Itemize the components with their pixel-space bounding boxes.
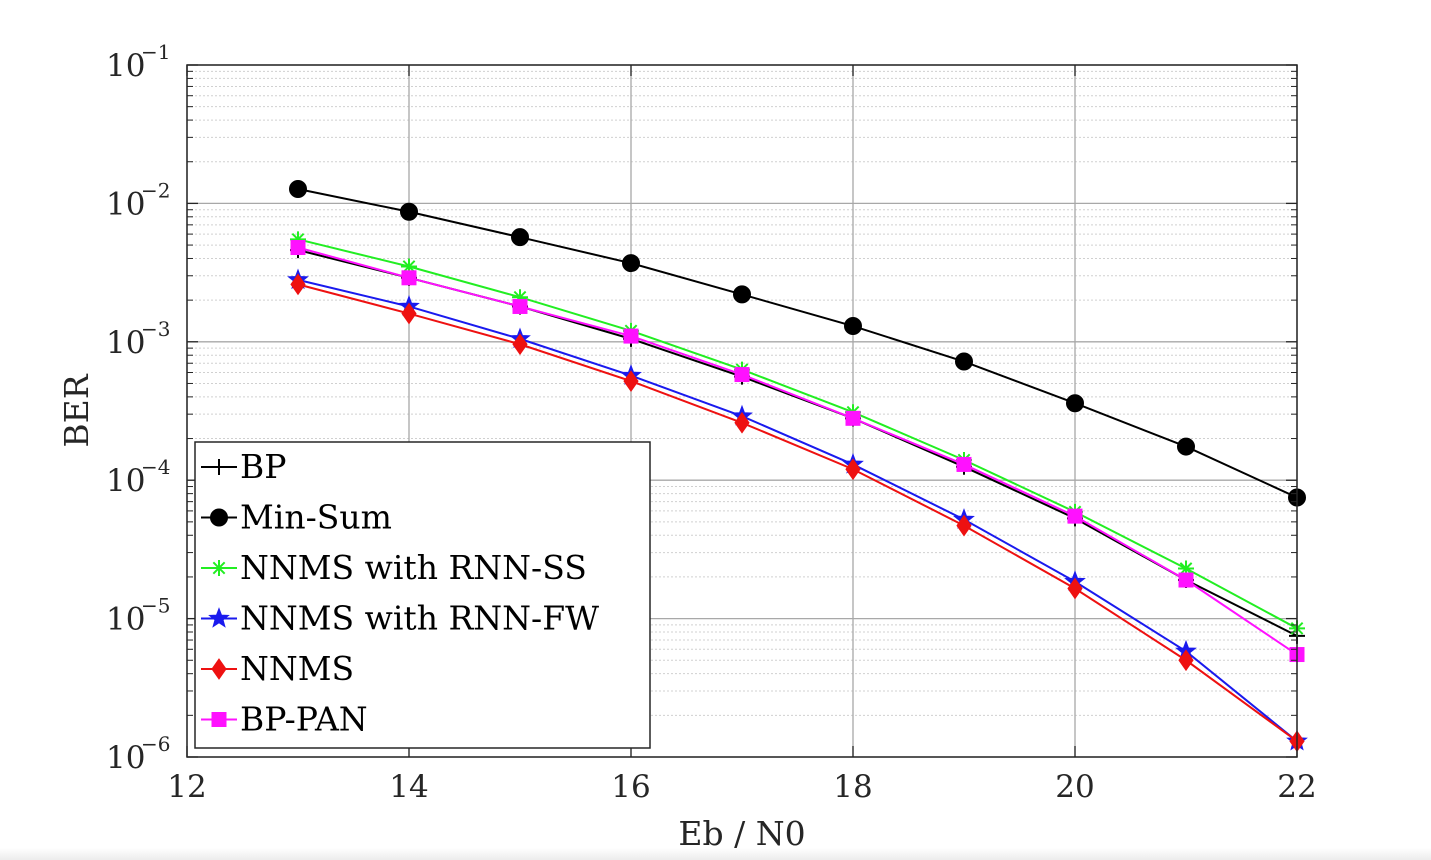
y-tick-exponent: −4 bbox=[141, 455, 170, 479]
data-point-bp-pan bbox=[845, 410, 861, 426]
series-nnms bbox=[290, 273, 1305, 753]
legend-marker-nnms-with-rnn-ss bbox=[211, 560, 227, 576]
data-point-nnms bbox=[290, 273, 306, 296]
y-tick-label: 10 bbox=[106, 740, 145, 776]
x-tick-label: 12 bbox=[167, 769, 206, 805]
x-tick-label: 18 bbox=[833, 769, 872, 805]
data-point-min-sum bbox=[400, 202, 418, 221]
series-line-min-sum bbox=[297, 188, 1298, 499]
data-point-min-sum bbox=[289, 180, 307, 199]
x-tick-label: 22 bbox=[1277, 769, 1316, 805]
data-point-nnms-with-rnn-ss bbox=[401, 258, 417, 275]
data-point-nnms bbox=[1178, 649, 1194, 672]
legend-label-nnms: NNMS bbox=[240, 649, 354, 688]
data-point-nnms bbox=[734, 411, 750, 434]
legend-marker-min-sum bbox=[210, 508, 228, 527]
y-tick-label: 10 bbox=[106, 463, 145, 499]
data-point-min-sum bbox=[844, 317, 862, 336]
y-tick-label: 10 bbox=[106, 602, 145, 638]
legend-label-bp: BP bbox=[240, 447, 286, 486]
data-point-nnms bbox=[401, 302, 417, 325]
data-point-nnms bbox=[1067, 577, 1083, 600]
x-tick-label: 20 bbox=[1055, 769, 1094, 805]
legend-marker-nnms bbox=[211, 658, 227, 680]
data-point-bp-pan bbox=[1178, 572, 1194, 588]
data-point-min-sum bbox=[1066, 394, 1084, 413]
x-tick-label: 14 bbox=[389, 769, 428, 805]
y-tick-label: 10 bbox=[106, 48, 145, 84]
data-point-nnms-with-rnn-ss bbox=[290, 231, 306, 248]
series-line-nnms bbox=[297, 283, 1298, 743]
data-point-nnms bbox=[845, 458, 861, 481]
bottom-shade bbox=[0, 848, 1431, 860]
y-tick-label: 10 bbox=[106, 325, 145, 361]
minor-grid bbox=[187, 70, 1297, 716]
data-point-min-sum bbox=[955, 352, 973, 371]
series-min-sum bbox=[289, 180, 1306, 507]
plot-frame bbox=[186, 64, 1298, 758]
legend-label-nnms-with-rnn-ss: NNMS with RNN-SS bbox=[240, 548, 587, 587]
data-point-nnms bbox=[623, 370, 639, 392]
data-point-bp-pan bbox=[512, 298, 528, 314]
legend-label-min-sum: Min-Sum bbox=[240, 498, 392, 537]
x-axis-label: Eb / N0 bbox=[678, 814, 805, 853]
data-point-nnms-with-rnn-ss bbox=[1178, 560, 1194, 577]
data-point-bp-pan bbox=[623, 328, 639, 344]
ticks-layer bbox=[186, 64, 1298, 758]
data-point-nnms bbox=[512, 333, 528, 356]
legend-label-nnms-with-rnn-fw: NNMS with RNN-FW bbox=[240, 599, 599, 638]
data-point-nnms bbox=[956, 514, 972, 537]
legend-marker-nnms-with-rnn-fw bbox=[208, 607, 230, 628]
data-point-bp-pan bbox=[956, 456, 972, 472]
data-point-min-sum bbox=[622, 254, 640, 273]
y-tick-exponent: −3 bbox=[141, 317, 170, 341]
x-tick-labels: 12 14 16 18 20 22 bbox=[167, 769, 1316, 805]
data-point-bp-pan bbox=[401, 270, 417, 286]
data-point-nnms-with-rnn-ss bbox=[512, 289, 528, 306]
legend-marker-bp-pan bbox=[211, 712, 227, 727]
y-tick-label: 10 bbox=[106, 186, 145, 222]
y-tick-exponent: −1 bbox=[141, 40, 170, 64]
y-tick-exponent: −5 bbox=[141, 594, 170, 618]
data-point-bp-pan bbox=[290, 240, 306, 256]
data-point-min-sum bbox=[733, 285, 751, 304]
y-tick-labels: 10−110−210−310−410−510−6 bbox=[106, 40, 170, 776]
legend: BP Min-Sum NNMS with RNN-SS NNMS with RNN-F… bbox=[194, 441, 651, 749]
data-point-bp-pan bbox=[1067, 508, 1083, 524]
series-line-nnms-with-rnn-fw bbox=[297, 278, 1298, 743]
y-tick-exponent: −2 bbox=[141, 178, 170, 202]
legend-marker-bp bbox=[211, 459, 227, 475]
y-tick-exponent: −6 bbox=[141, 732, 170, 756]
data-point-min-sum bbox=[1177, 437, 1195, 456]
x-tick-label: 16 bbox=[611, 769, 650, 805]
series-line-nnms-with-rnn-ss bbox=[297, 238, 1298, 630]
y-axis-label: BER bbox=[57, 373, 96, 447]
legend-label-bp-pan: BP-PAN bbox=[240, 700, 368, 739]
data-point-min-sum bbox=[511, 228, 529, 247]
data-point-bp-pan bbox=[734, 367, 750, 383]
legend-box bbox=[194, 441, 651, 749]
series-line-bp-pan bbox=[297, 246, 1298, 656]
